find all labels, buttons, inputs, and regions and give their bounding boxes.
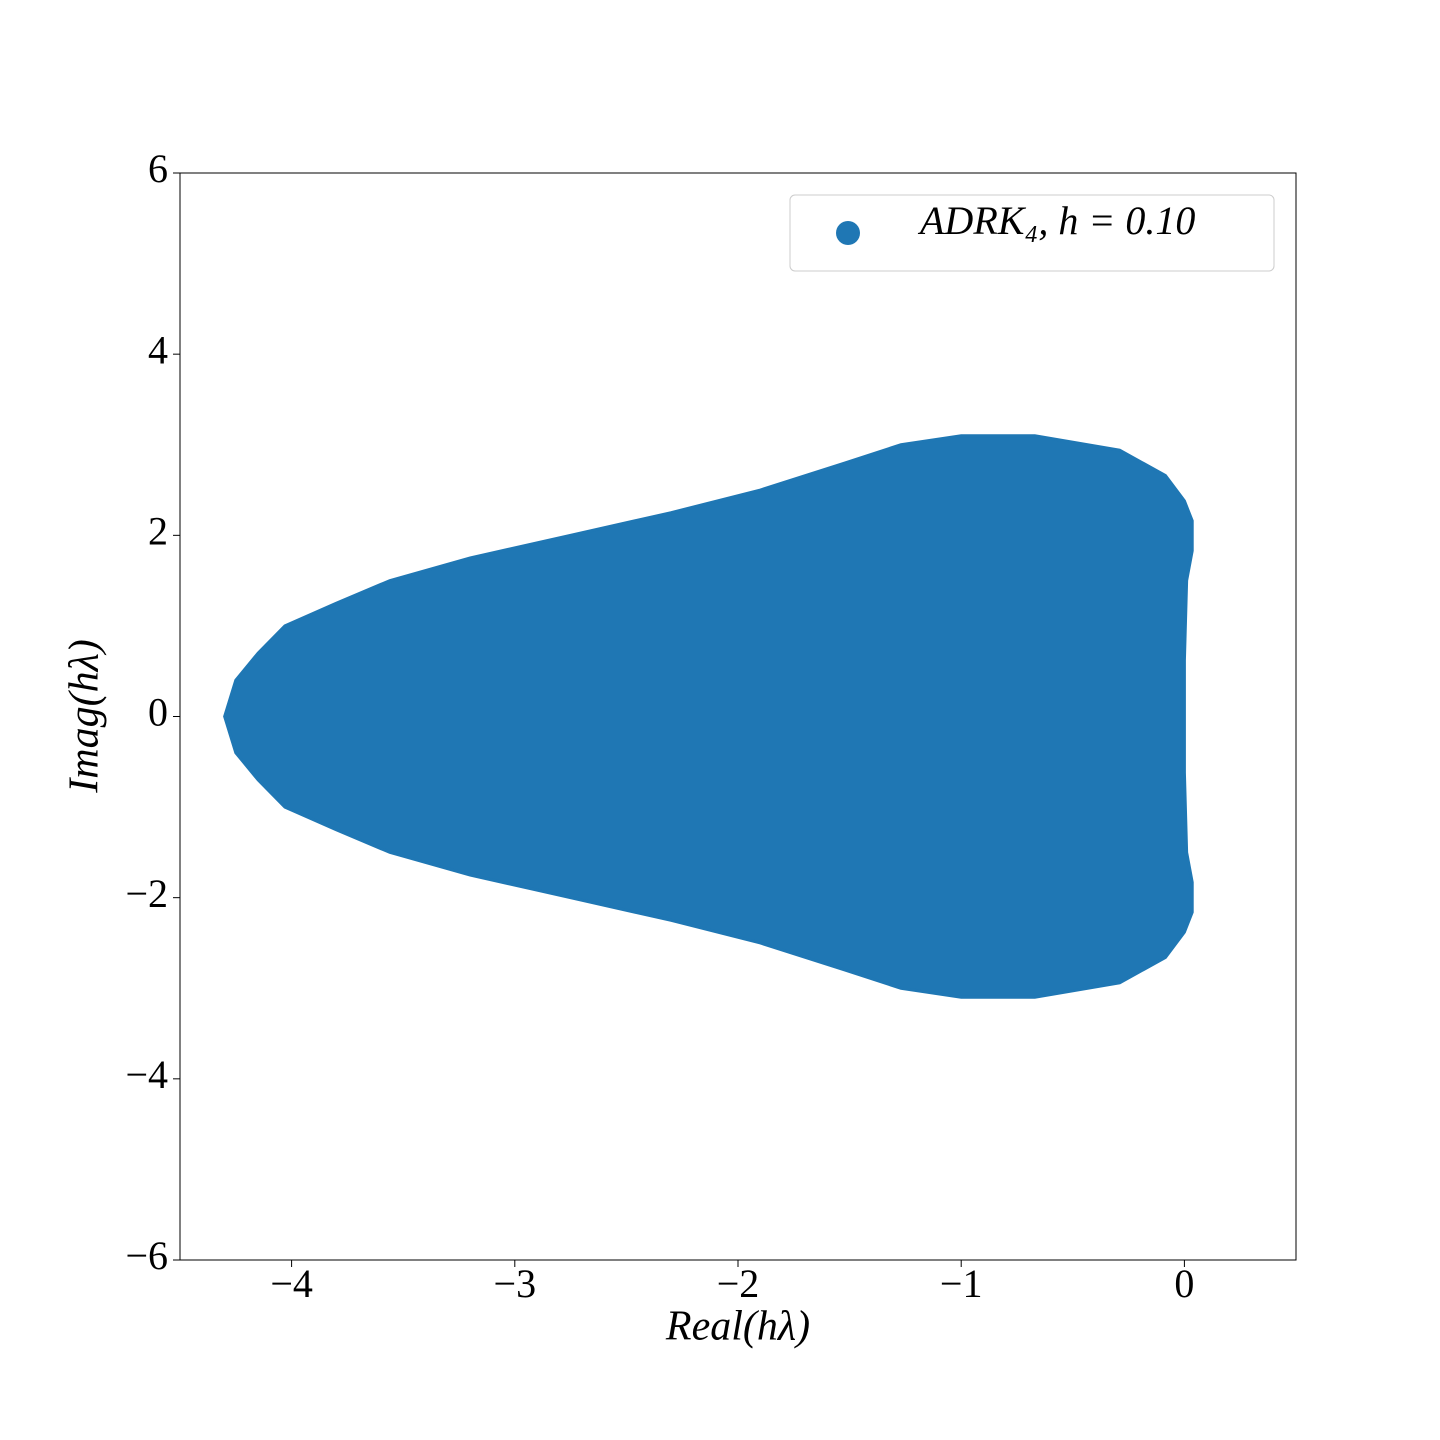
legend-box: [789, 194, 1275, 272]
y-tick-label: −4: [125, 1052, 168, 1097]
stability-region: [223, 434, 1194, 999]
y-tick-label: −2: [125, 871, 168, 916]
x-tick-label: −2: [717, 1261, 760, 1306]
y-axis-title: Imag(hλ): [62, 639, 108, 793]
x-tick-label: −1: [940, 1261, 983, 1306]
y-tick-label: −6: [125, 1233, 168, 1278]
y-tick-label: 0: [148, 690, 168, 735]
legend-label: ADRK₄, h = 0.10: [917, 198, 1195, 243]
y-tick-label: 4: [148, 327, 168, 372]
y-tick-label: 2: [148, 509, 168, 554]
x-tick-label: −4: [270, 1261, 313, 1306]
legend-marker: [836, 221, 860, 245]
x-tick-label: 0: [1174, 1261, 1194, 1306]
x-axis-title: Real(hλ): [665, 1304, 810, 1350]
x-tick-label: −3: [494, 1261, 537, 1306]
y-tick-label: 6: [148, 146, 168, 191]
